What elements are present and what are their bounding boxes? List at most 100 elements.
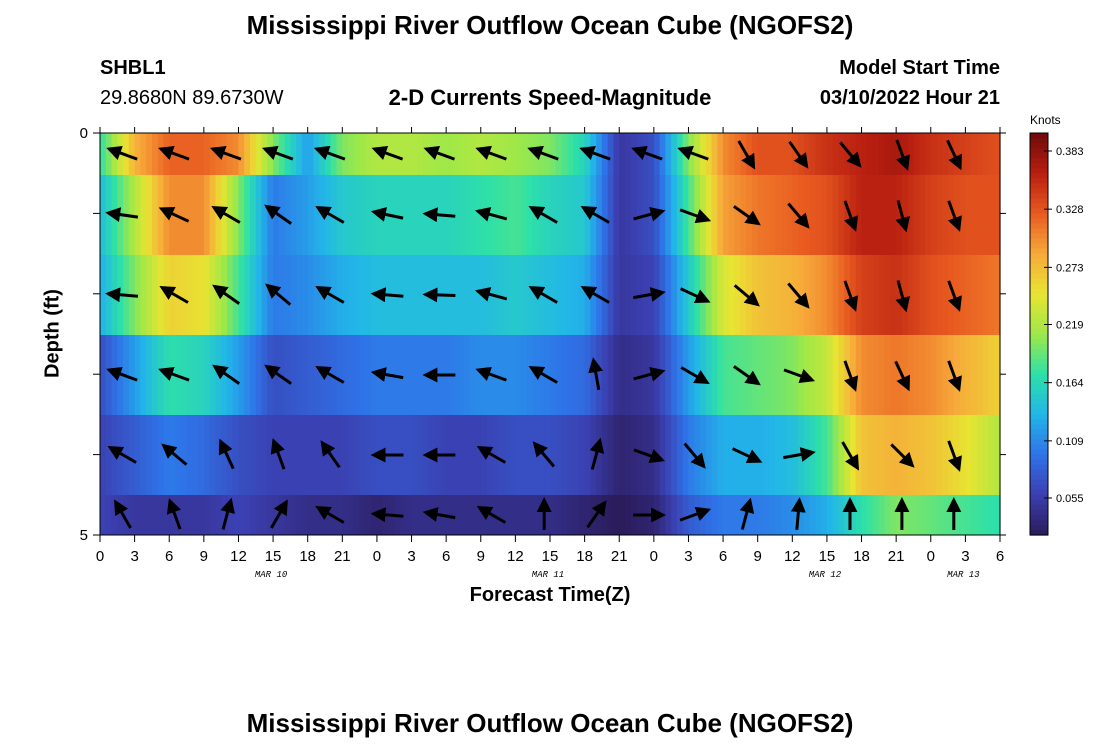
heatmap-cell xyxy=(250,175,257,255)
heatmap-cell xyxy=(457,133,465,175)
heatmap-cell xyxy=(209,495,216,535)
heatmap-cell xyxy=(492,415,499,495)
heatmap-cell xyxy=(625,495,632,535)
heatmap-cell xyxy=(671,415,678,495)
current-vector-arrow xyxy=(114,499,132,529)
heatmap-cell xyxy=(619,133,626,175)
heatmap-cell xyxy=(607,133,615,175)
heatmap-cell xyxy=(665,495,672,535)
heatmap-cell xyxy=(873,495,880,535)
colorbar-segment xyxy=(1030,399,1048,405)
heatmap-cell xyxy=(342,133,349,175)
heatmap-cell xyxy=(907,255,915,335)
current-vector-arrow xyxy=(733,365,761,386)
heatmap-cell xyxy=(855,175,863,255)
x-tick-label: 0 xyxy=(96,548,104,565)
heatmap-cell xyxy=(411,335,418,415)
heatmap-cell xyxy=(723,175,730,255)
heatmap-cell xyxy=(630,255,638,335)
heatmap-cell xyxy=(705,335,713,415)
date-label: MAR 10 xyxy=(255,570,288,580)
heatmap-cell xyxy=(301,335,309,415)
heatmap-cell xyxy=(821,495,828,535)
current-vector-arrow xyxy=(158,206,190,223)
heatmap-cell xyxy=(803,133,811,175)
colorbar-tick-label: 0.219 xyxy=(1056,319,1084,331)
colorbar-segment xyxy=(1030,173,1048,179)
heatmap-cell xyxy=(457,415,465,495)
heatmap-cell xyxy=(613,175,620,255)
heatmap-cell xyxy=(590,335,597,415)
heatmap-cell xyxy=(682,415,690,495)
colorbar-segment xyxy=(1030,499,1048,506)
current-vector-arrow xyxy=(631,145,663,161)
current-vector-arrow xyxy=(890,443,915,468)
heatmap-cell xyxy=(976,335,984,415)
heatmap-cell xyxy=(296,175,303,255)
current-vector-arrow xyxy=(783,447,816,462)
heatmap-cell xyxy=(878,175,886,255)
heatmap-cell xyxy=(261,415,268,495)
current-vector-arrow xyxy=(476,506,507,524)
heatmap-cell xyxy=(111,133,118,175)
heatmap-cell xyxy=(319,133,326,175)
heatmap-cell xyxy=(971,415,978,495)
colorbar-segment xyxy=(1030,258,1048,265)
heatmap-cell xyxy=(411,495,418,535)
heatmap-cell xyxy=(942,255,949,335)
heatmap-cell xyxy=(463,495,470,535)
heatmap-cell xyxy=(786,495,793,535)
heatmap-cell xyxy=(936,495,943,535)
heatmap-cell xyxy=(469,495,476,535)
heatmap-cell xyxy=(134,335,141,415)
heatmap-cell xyxy=(809,255,816,335)
heatmap-cell xyxy=(503,175,511,255)
colorbar-segment xyxy=(1030,439,1048,446)
heatmap-cell xyxy=(555,175,563,255)
heatmap-cell xyxy=(336,495,343,535)
heatmap-cell xyxy=(751,133,759,175)
heatmap-cell xyxy=(653,133,661,175)
heatmap-cell xyxy=(844,175,851,255)
current-vector-arrow xyxy=(580,205,610,224)
heatmap-cell xyxy=(175,495,182,535)
colorbar-segment xyxy=(1030,469,1048,476)
heatmap-cell xyxy=(238,415,245,495)
heatmap-cell xyxy=(250,133,257,175)
heatmap-cell xyxy=(815,495,822,535)
heatmap-cell xyxy=(936,133,943,175)
colorbar-segment xyxy=(1030,253,1048,260)
colorbar-segment xyxy=(1030,334,1048,340)
heatmap-cell xyxy=(198,255,205,335)
heatmap-cell xyxy=(873,335,880,415)
colorbar-segment xyxy=(1030,484,1048,491)
heatmap-cell xyxy=(163,335,170,415)
heatmap-cell xyxy=(521,133,528,175)
heatmap-cell xyxy=(809,133,816,175)
heatmap-cell xyxy=(509,415,516,495)
heatmap-cell xyxy=(850,335,857,415)
heatmap-cell xyxy=(290,415,297,495)
heatmap-cell xyxy=(815,175,822,255)
current-vector-arrow xyxy=(211,206,241,224)
heatmap-cell xyxy=(100,175,107,255)
heatmap-cell xyxy=(100,255,107,335)
heatmap-cell xyxy=(976,255,984,335)
heatmap-cell xyxy=(734,335,741,415)
heatmap-cell xyxy=(203,335,211,415)
heatmap-cell xyxy=(521,335,528,415)
heatmap-cell xyxy=(682,255,690,335)
heatmap-cell xyxy=(948,175,955,255)
heatmap-cell xyxy=(146,133,153,175)
heatmap-cell xyxy=(400,133,407,175)
heatmap-cell xyxy=(665,255,672,335)
heatmap-cell xyxy=(296,415,303,495)
heatmap-cell xyxy=(884,335,891,415)
heatmap-cell xyxy=(930,415,938,495)
heatmap-cell xyxy=(278,335,286,415)
heatmap-cell xyxy=(953,335,961,415)
heatmap-cell xyxy=(659,415,666,495)
heatmap-cell xyxy=(717,495,724,535)
heatmap-cell xyxy=(982,133,990,175)
heatmap-cell xyxy=(567,133,574,175)
